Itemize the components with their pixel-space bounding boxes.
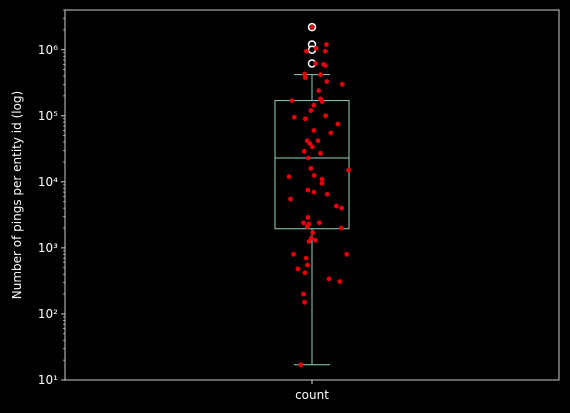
y-tick-label: 10⁶: [38, 43, 58, 57]
data-point: [309, 24, 315, 30]
data-point: [339, 205, 344, 211]
y-tick-label: 10²: [38, 307, 58, 321]
data-point: [305, 262, 310, 268]
data-point: [323, 113, 329, 119]
data-point: [324, 191, 330, 197]
data-point: [302, 116, 308, 122]
data-point: [326, 276, 332, 282]
data-point: [306, 239, 312, 244]
data-point: [339, 81, 345, 87]
data-point: [308, 165, 314, 171]
data-point: [286, 174, 292, 180]
data-point: [288, 196, 293, 202]
plot-content: [274, 22, 352, 368]
data-point: [311, 173, 317, 178]
data-point: [302, 75, 308, 80]
data-point: [305, 214, 311, 220]
y-axis-label: Number of pings per entity id (log): [10, 91, 24, 299]
data-point: [291, 251, 296, 257]
data-point: [344, 251, 350, 257]
data-point: [301, 148, 307, 154]
data-point: [315, 138, 321, 144]
data-point: [298, 362, 304, 368]
data-point: [328, 130, 334, 136]
y-tick-label: 10⁴: [38, 175, 58, 189]
data-point: [291, 114, 297, 120]
data-point: [335, 121, 341, 127]
y-tick-label: 10¹: [38, 373, 58, 387]
y-tick-label: 10⁵: [38, 109, 58, 123]
data-point: [308, 108, 314, 113]
data-point: [312, 237, 318, 243]
x-tick-label: count: [295, 388, 329, 402]
data-point: [304, 48, 309, 54]
data-point: [334, 203, 339, 209]
data-point: [337, 279, 343, 284]
data-point: [310, 230, 316, 236]
x-axis: count: [295, 380, 329, 402]
data-point: [346, 167, 352, 173]
data-point: [319, 180, 325, 186]
data-point: [309, 144, 315, 150]
data-point: [302, 299, 307, 305]
iqr-box: [274, 100, 350, 230]
data-point: [322, 48, 328, 54]
data-point: [305, 155, 311, 161]
data-point: [305, 187, 311, 193]
data-point: [304, 224, 310, 230]
data-point: [319, 176, 325, 182]
data-point: [295, 266, 301, 272]
data-point: [324, 79, 330, 84]
data-point: [311, 189, 317, 195]
data-point: [316, 88, 322, 94]
data-point: [313, 61, 319, 66]
y-tick-label: 10³: [38, 241, 58, 255]
data-point: [301, 291, 306, 297]
y-axis: 10¹ 10² 10³ 10⁴ 10⁵ 10⁶: [38, 9, 65, 387]
data-point: [324, 42, 329, 47]
data-point: [338, 225, 344, 231]
data-point: [302, 270, 308, 276]
data-point: [318, 72, 323, 78]
data-point: [322, 62, 328, 68]
data-point: [301, 220, 306, 226]
data-point: [307, 141, 313, 146]
data-point: [318, 150, 323, 156]
data-point: [289, 98, 295, 103]
data-point: [319, 99, 325, 104]
data-point: [313, 45, 319, 51]
data-point: [303, 255, 309, 261]
data-point: [311, 128, 317, 133]
data-point: [311, 102, 317, 108]
data-point: [317, 220, 322, 226]
